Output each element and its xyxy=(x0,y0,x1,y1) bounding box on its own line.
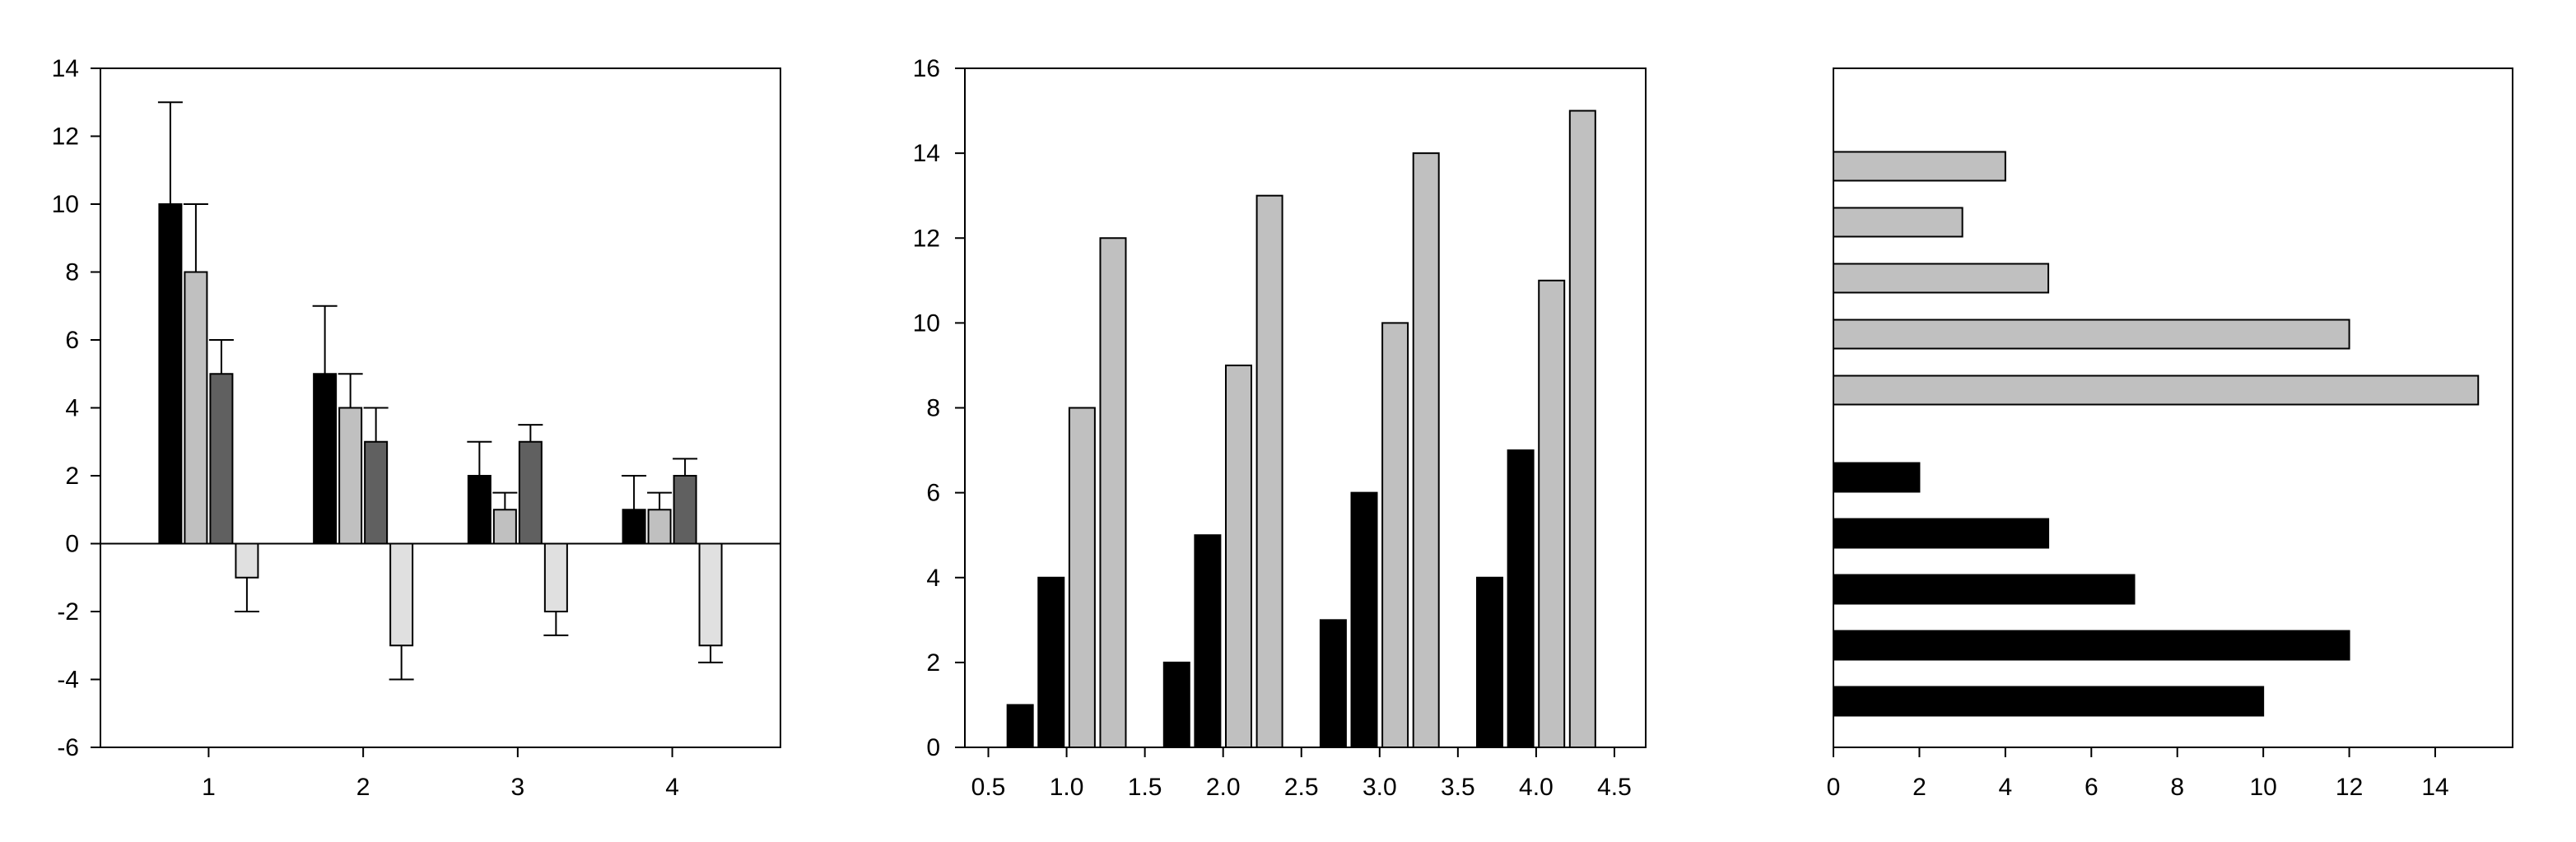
x-tick-label: 2.5 xyxy=(1284,774,1319,801)
bar xyxy=(467,475,491,545)
bar xyxy=(1476,576,1504,748)
bar xyxy=(1833,263,2050,294)
bar xyxy=(1224,364,1252,748)
y-tick-label: 8 xyxy=(65,259,79,286)
bar xyxy=(698,542,723,647)
bar xyxy=(364,440,389,545)
bar xyxy=(1037,576,1065,748)
bar xyxy=(1833,574,2136,605)
bar xyxy=(338,407,363,545)
x-tick-label: 4.5 xyxy=(1597,774,1632,801)
bar xyxy=(1006,704,1034,748)
y-tick-label: 14 xyxy=(52,55,79,82)
bar xyxy=(1162,661,1190,748)
bar xyxy=(1833,686,2265,717)
x-tick-label: 1 xyxy=(202,774,216,801)
x-tick-label: 1.0 xyxy=(1050,774,1084,801)
y-tick-label: -4 xyxy=(57,667,79,694)
bar xyxy=(184,271,208,545)
y-tick-label: -6 xyxy=(57,734,79,761)
bar xyxy=(1833,374,2480,406)
bar xyxy=(313,373,338,545)
x-tick-label: 4 xyxy=(1999,774,2013,801)
y-tick-label: 2 xyxy=(926,649,940,677)
x-tick-label: 4.0 xyxy=(1519,774,1554,801)
bar xyxy=(1350,491,1378,748)
x-tick-label: 12 xyxy=(2336,774,2363,801)
chart-2-grouped-bars: 0 2 4 6 8 10 12 14 16 0.5 1.0 1.5 2.0 2.5 3.0 3.5 4.0 4.5 xyxy=(913,55,1647,801)
bar xyxy=(1538,279,1566,748)
y-tick-label: 4 xyxy=(926,565,940,592)
bar xyxy=(1568,109,1596,748)
bar xyxy=(518,440,543,545)
y-tick-label: 12 xyxy=(913,225,940,252)
bar xyxy=(209,373,234,545)
bar xyxy=(647,509,672,545)
x-tick-label: 3.0 xyxy=(1363,774,1397,801)
y-tick-label: 10 xyxy=(913,309,940,337)
bar xyxy=(1833,319,2350,350)
bar xyxy=(1833,462,1921,493)
bar xyxy=(1319,619,1347,748)
x-tick-label: 3 xyxy=(511,774,525,801)
y-tick-label: 0 xyxy=(926,734,940,761)
bar xyxy=(389,542,414,647)
bar xyxy=(492,509,517,545)
bar xyxy=(543,542,568,612)
x-tick-label: 6 xyxy=(2085,774,2099,801)
y-tick-label: 8 xyxy=(926,395,940,422)
y-tick-label: 0 xyxy=(65,531,79,558)
x-tick-label: 1.5 xyxy=(1128,774,1162,801)
bar xyxy=(1255,194,1283,748)
y-tick-label: 6 xyxy=(926,480,940,507)
x-tick-label: 3.5 xyxy=(1441,774,1475,801)
y-tick-label: 10 xyxy=(52,191,79,218)
plot-frame xyxy=(1833,67,2513,748)
y-tick-label: 2 xyxy=(65,463,79,490)
x-tick-label: 2.0 xyxy=(1206,774,1241,801)
bar xyxy=(1507,449,1535,748)
y-tick-label: 12 xyxy=(52,123,79,151)
x-tick-label: 4 xyxy=(665,774,679,801)
chart-3-horizontal-bars: 0 2 4 6 8 10 12 14 xyxy=(1827,67,2513,801)
bar xyxy=(158,203,183,545)
bar xyxy=(1381,322,1409,748)
y-tick-label: 14 xyxy=(913,140,940,167)
bar xyxy=(1194,534,1222,748)
bar xyxy=(1068,407,1096,748)
y-tick-label: 6 xyxy=(65,327,79,354)
y-tick-label: 4 xyxy=(65,395,79,422)
x-tick-label: 2 xyxy=(1912,774,1926,801)
bar xyxy=(1833,207,1963,238)
bar xyxy=(1833,630,2350,661)
bar xyxy=(1833,151,2006,182)
y-tick-label: -2 xyxy=(57,598,79,626)
bar xyxy=(673,475,697,545)
y-tick-label: 16 xyxy=(913,55,940,82)
bar xyxy=(1833,518,2050,549)
bar xyxy=(622,509,646,545)
x-tick-label: 0.5 xyxy=(971,774,1006,801)
bar xyxy=(235,542,259,579)
bar xyxy=(1099,237,1127,748)
x-tick-label: 10 xyxy=(2249,774,2276,801)
x-tick-label: 0 xyxy=(1827,774,1841,801)
x-tick-label: 2 xyxy=(356,774,370,801)
x-tick-label: 8 xyxy=(2170,774,2184,801)
x-tick-label: 14 xyxy=(2421,774,2448,801)
bar xyxy=(1412,152,1440,748)
